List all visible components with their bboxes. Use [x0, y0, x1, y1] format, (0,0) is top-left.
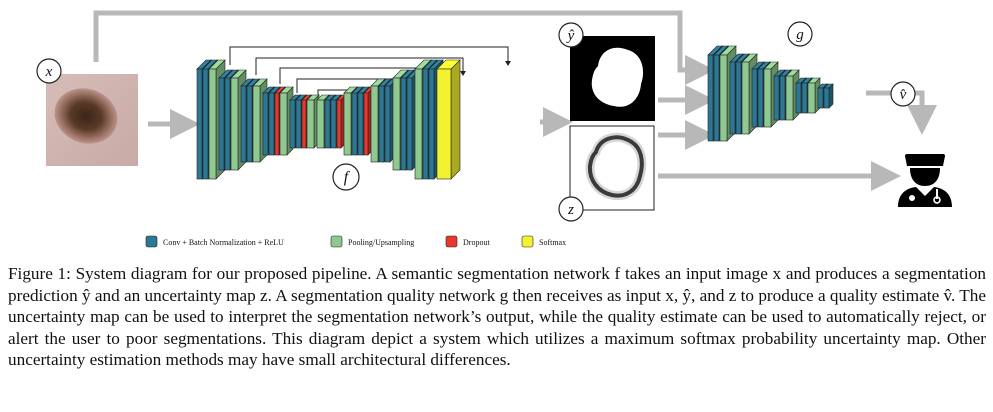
- svg-text:x: x: [45, 64, 53, 80]
- legend-item: Dropout: [445, 235, 490, 248]
- legend-item: Conv + Batch Normalization + ReLU: [145, 235, 284, 248]
- segmentation-prediction: [570, 36, 655, 121]
- svg-text:ŷ: ŷ: [566, 28, 575, 44]
- pipeline-diagram: x f ŷ z g: [36, 10, 952, 248]
- figure-caption: Figure 1: System diagram for our propose…: [8, 263, 986, 371]
- label-yhat: ŷ: [558, 22, 584, 48]
- caption-text: System diagram for our proposed pipeline…: [8, 264, 987, 370]
- segmentation-network-f: [196, 59, 461, 180]
- label-g: g: [787, 21, 813, 47]
- svg-text:z: z: [567, 202, 574, 218]
- legend-item: Pooling/Upsampling: [330, 235, 414, 248]
- arrow-g-to-vhat: [866, 90, 937, 135]
- legend-label: Pooling/Upsampling: [348, 238, 414, 247]
- legend-swatch: [330, 235, 343, 248]
- layer-block: [823, 83, 834, 109]
- skip-arrow-x-to-g: [93, 10, 715, 85]
- legend-item: Softmax: [521, 235, 566, 248]
- legend-swatch: [521, 235, 534, 248]
- legend: Conv + Batch Normalization + ReLU Pooling…: [145, 235, 566, 248]
- legend-swatch: [445, 235, 458, 248]
- doctor-icon: [898, 154, 952, 207]
- input-image: [46, 74, 138, 166]
- legend-label: Dropout: [463, 238, 490, 247]
- legend-label: Conv + Batch Normalization + ReLU: [163, 238, 284, 247]
- legend-label: Softmax: [539, 238, 566, 247]
- label-vhat: v̂: [890, 81, 916, 107]
- caption-label: Figure 1:: [8, 264, 71, 283]
- label-x: x: [36, 58, 62, 84]
- svg-text:f: f: [344, 169, 351, 186]
- label-f: f: [332, 163, 360, 191]
- uncertainty-map: [569, 125, 655, 211]
- layer-block: [436, 59, 461, 180]
- legend-swatch: [145, 235, 158, 248]
- flow-arrows: [93, 10, 937, 191]
- quality-network-g: [707, 45, 834, 142]
- svg-text:g: g: [796, 27, 804, 43]
- label-z: z: [558, 196, 584, 222]
- svg-text:v̂: v̂: [900, 87, 907, 103]
